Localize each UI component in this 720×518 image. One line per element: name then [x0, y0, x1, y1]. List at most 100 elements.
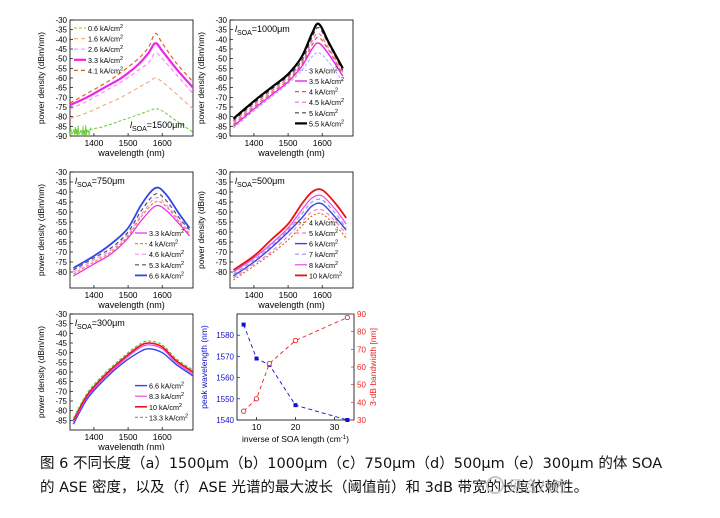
left-y-tick-label: 1550	[216, 395, 234, 404]
legend-label: 10 kA/cm	[149, 403, 179, 412]
y-tick-label: -40	[215, 188, 227, 197]
data-point	[344, 314, 351, 321]
legend-label: 5 kA/cm	[309, 229, 335, 238]
x-tick-label: 1600	[313, 290, 332, 300]
right-y-tick-label: 40	[357, 398, 366, 407]
legend-entry: 4 kA/cm2	[309, 218, 338, 227]
watermark-text: 见合八方	[508, 477, 569, 495]
legend-label: 3.5 kA/cm	[309, 77, 341, 86]
x-tick-label: 1600	[313, 138, 332, 148]
legend-sup: 2	[181, 229, 184, 235]
x-tick-label: 1500	[279, 290, 298, 300]
caption-line-2: 的 ASE 密度，以及（f）ASE 光谱的最大波长（阈值前）和 3dB 带宽的长…	[40, 480, 589, 496]
legend-label: 6.6 kA/cm	[149, 271, 181, 280]
x-axis-label-main: inverse of SOA length (cm	[242, 434, 341, 444]
legend-sup: 2	[181, 392, 184, 398]
legend-entry: 1.6 kA/cm2	[88, 35, 123, 44]
y-tick-label: -50	[55, 55, 67, 64]
series-line	[72, 344, 194, 423]
right-y-tick-label: 50	[357, 381, 366, 390]
soa-length-value: =1000μm	[252, 24, 290, 34]
figure-canvas: 1400 1500 1600-90-85-80-75-70-65-60-55-50-…	[36, 16, 378, 450]
legend-label: 3.3 kA/cm	[149, 229, 181, 238]
legend-label: 5 kA/cm	[309, 109, 335, 118]
y-tick-label: -30	[55, 16, 67, 25]
series-line	[233, 212, 347, 281]
x-axis-label: wavelength (nm)	[97, 442, 165, 450]
plot-frame	[236, 313, 355, 421]
legend-entry: 6.6 kA/cm2	[149, 382, 184, 391]
soa-length-prefix: l	[235, 176, 238, 186]
soa-length-sub: SOA	[237, 30, 252, 37]
soa-length-prefix: l	[75, 176, 78, 186]
chart-panel-f: 10 20 30 1540 1550 1560 1570 1580 30 40 50 60 70 80 90…	[199, 310, 378, 444]
x-tick-label: 1400	[84, 290, 103, 300]
x-tick-label: 1600	[153, 290, 172, 300]
series-line	[69, 32, 194, 104]
x-axis-label-tail: )	[346, 434, 349, 444]
legend-label: 4 kA/cm	[309, 218, 335, 227]
legend-label: 2.6 kA/cm	[88, 45, 120, 54]
soa-length-label: lSOA=300μm	[75, 318, 125, 331]
series-noise	[69, 125, 91, 137]
x-tick-label: 1400	[244, 138, 263, 148]
soa-length-value: =1500μm	[147, 120, 185, 130]
data-point	[293, 403, 298, 408]
series-line	[69, 52, 194, 110]
y-tick-label: -75	[55, 258, 67, 267]
y-tick-label: -80	[55, 268, 67, 277]
series-line	[232, 22, 344, 120]
x-tick-label: 1400	[84, 432, 103, 442]
legend-entry: 10 kA/cm2	[149, 403, 182, 412]
legend-sup: 2	[181, 261, 184, 267]
legend-entry: 8.3 kA/cm2	[149, 392, 184, 401]
y-tick-label: -70	[215, 248, 227, 257]
left-y-tick-label: 1580	[216, 331, 234, 340]
legend-entry: 0.6 kA/cm2	[88, 24, 123, 33]
left-y-tick-label: 1540	[216, 416, 234, 425]
y-tick-label: -60	[215, 74, 227, 83]
legend-sup: 2	[341, 77, 344, 83]
y-tick-label: -50	[55, 349, 67, 358]
series-line	[233, 202, 347, 277]
data-point	[345, 418, 350, 422]
caption-line-1: 图 6 不同长度（a）1500μm（b）1000μm（c）750μm（d）500…	[40, 456, 663, 472]
soa-length-sub: SOA	[132, 126, 147, 133]
soa-length-sub: SOA	[237, 182, 252, 189]
series-line	[73, 204, 191, 277]
y-tick-label: -30	[215, 16, 227, 25]
y-tick-label: -80	[55, 407, 67, 416]
soa-length-prefix: l	[235, 24, 238, 34]
right-y-axis-label: 3-dB bandwidth [nm]	[368, 328, 378, 406]
y-tick-label: -30	[55, 310, 67, 319]
legend-label: 6 kA/cm	[309, 240, 335, 249]
legend-label: 5.5 kA/cm	[309, 119, 341, 128]
soa-length-label: lSOA=1500μm	[130, 120, 185, 133]
data-point	[253, 396, 260, 402]
legend-sup: 2	[341, 119, 344, 125]
legend-entry: 5.5 kA/cm2	[309, 119, 344, 128]
soa-length-sub: SOA	[77, 182, 92, 189]
y-tick-label: -45	[215, 45, 227, 54]
legend-entry: 2.6 kA/cm2	[88, 45, 123, 54]
legend-entry: 4.6 kA/cm2	[149, 250, 184, 259]
soa-length-label: lSOA=750μm	[75, 176, 125, 189]
y-tick-label: -45	[55, 198, 67, 207]
legend-label: 8.3 kA/cm	[149, 392, 181, 401]
y-tick-label: -35	[55, 178, 67, 187]
series-line	[72, 340, 194, 419]
series-line	[232, 42, 344, 127]
legend-sup: 2	[120, 56, 123, 62]
legend-label: 13.3 kA/cm	[149, 413, 185, 422]
legend-entry: 4 kA/cm2	[309, 88, 338, 97]
series-line	[73, 197, 191, 273]
legend-label: 4 kA/cm	[149, 240, 175, 249]
legend-label: 3 kA/cm	[309, 66, 335, 75]
legend-sup: 2	[335, 250, 338, 256]
legend-sup: 2	[179, 403, 182, 409]
legend-sup: 2	[335, 218, 338, 224]
y-tick-label: -55	[55, 218, 67, 227]
chart-panel-a: 1400 1500 1600-90-85-80-75-70-65-60-55-50-…	[36, 16, 194, 158]
y-tick-label: -65	[55, 238, 67, 247]
legend-entry: 8 kA/cm2	[309, 261, 338, 270]
